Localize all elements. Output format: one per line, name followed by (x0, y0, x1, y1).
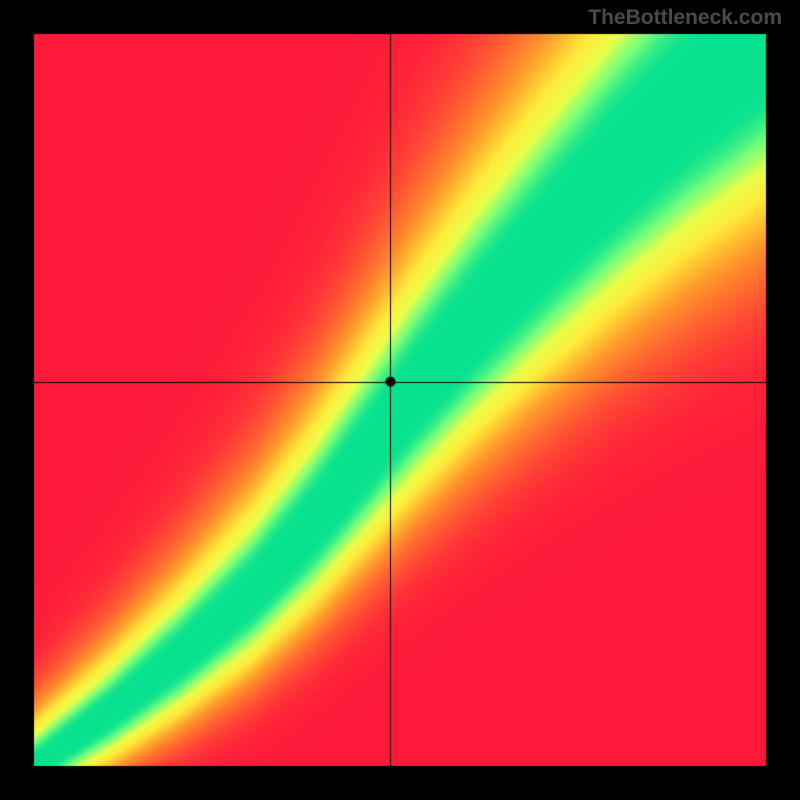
heatmap-canvas (0, 0, 800, 800)
chart-container: TheBottleneck.com (0, 0, 800, 800)
watermark-text: TheBottleneck.com (588, 6, 782, 30)
